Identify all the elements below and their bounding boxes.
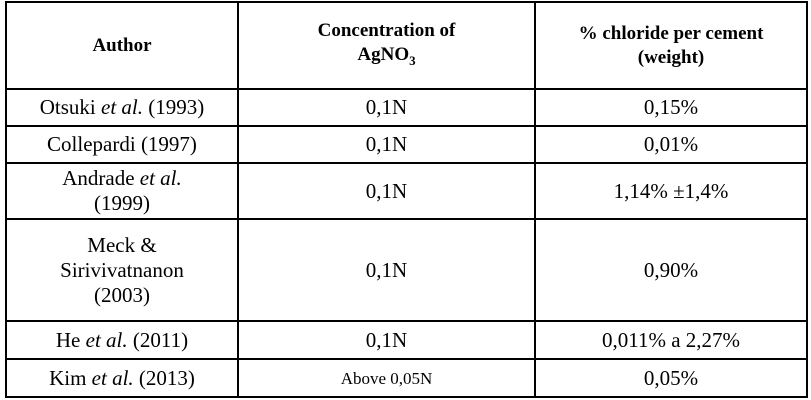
- header-cell: Concentration of AgNO3: [237, 1, 536, 90]
- year: (2011): [132, 327, 189, 352]
- author-italic: et al.: [139, 166, 182, 190]
- year: (1999): [94, 191, 150, 215]
- author-cell: He et al. (2011): [5, 320, 239, 360]
- row: He et al. (2011) 0,1N 0,011% a 2,27%: [5, 320, 808, 360]
- author-cell: Andrade et al. (1999): [5, 162, 239, 220]
- header-text: Author: [92, 34, 152, 56]
- chloride-cell: 1,14% ±1,4%: [534, 162, 808, 220]
- year: (2003): [94, 282, 150, 307]
- header-cell: Author: [5, 1, 239, 90]
- author-italic: et al.: [101, 95, 143, 119]
- data-table: Author Concentration of AgNO3 % chloride …: [5, 1, 808, 398]
- header-subscript: 3: [409, 52, 416, 68]
- row: Kim et al. (2013) Above 0,05N 0,05%: [5, 358, 808, 398]
- chloride-cell: 0,011% a 2,27%: [534, 320, 808, 360]
- chloride-cell: 0,90%: [534, 218, 808, 322]
- author: Otsuki: [39, 95, 96, 119]
- concentration-cell: 0,1N: [237, 125, 536, 164]
- row: Andrade et al. (1999) 0,1N 1,14% ±1,4%: [5, 162, 808, 220]
- year: (2013): [138, 365, 195, 390]
- author: Sirivivatnanon: [60, 257, 184, 282]
- author: Collepardi (1997): [47, 132, 197, 156]
- chloride-cell: 0,15%: [534, 88, 808, 127]
- header-text: AgNO: [357, 43, 410, 65]
- row: Otsuki et al. (1993) 0,1N 0,15%: [5, 88, 808, 127]
- author-cell: Meck & Sirivivatnanon (2003): [5, 218, 239, 322]
- year: (1993): [148, 95, 205, 119]
- concentration-cell: 0,1N: [237, 162, 536, 220]
- author: Andrade: [62, 166, 135, 190]
- author-italic: et al.: [85, 327, 128, 352]
- header-text: Concentration of: [317, 19, 456, 41]
- header-text: % chloride per cement: [578, 22, 764, 44]
- author-cell: Otsuki et al. (1993): [5, 88, 239, 127]
- concentration-cell: 0,1N: [237, 88, 536, 127]
- concentration-cell: 0,1N: [237, 320, 536, 360]
- author: He: [55, 327, 81, 352]
- author: Meck &: [87, 232, 157, 257]
- header-row: Author Concentration of AgNO3 % chloride …: [5, 1, 808, 90]
- author-cell: Collepardi (1997): [5, 125, 239, 164]
- author-italic: et al.: [91, 365, 134, 390]
- row: Meck & Sirivivatnanon (2003) 0,1N 0,90%: [5, 218, 808, 322]
- header-text: (weight): [637, 46, 705, 68]
- concentration-cell: 0,1N: [237, 218, 536, 322]
- chloride-cell: 0,01%: [534, 125, 808, 164]
- header-cell: % chloride per cement (weight): [534, 1, 808, 90]
- row: Collepardi (1997) 0,1N 0,01%: [5, 125, 808, 164]
- concentration-cell: Above 0,05N: [237, 358, 536, 398]
- chloride-cell: 0,05%: [534, 358, 808, 398]
- author: Kim: [49, 365, 87, 390]
- author-cell: Kim et al. (2013): [5, 358, 239, 398]
